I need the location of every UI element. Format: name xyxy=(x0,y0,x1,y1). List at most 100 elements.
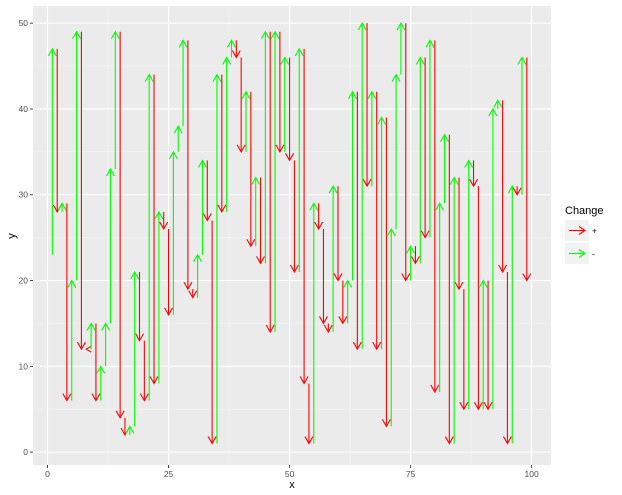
arrow xyxy=(469,160,479,188)
arrow-head xyxy=(483,401,493,411)
arrow xyxy=(483,280,493,411)
arrow-head xyxy=(381,419,391,428)
arrow xyxy=(289,160,299,274)
arrow xyxy=(260,30,270,264)
arrow xyxy=(227,39,236,58)
arrow xyxy=(464,159,474,410)
arrow-head xyxy=(246,238,256,248)
x-tick-label: 0 xyxy=(45,469,50,479)
legend-title: Change xyxy=(565,205,604,217)
x-tick-label: 50 xyxy=(285,469,295,479)
arrow xyxy=(85,345,92,353)
x-tick-label: 75 xyxy=(406,469,416,479)
arrow xyxy=(101,322,111,367)
arrow-head xyxy=(125,425,135,434)
arrow-head xyxy=(222,56,232,65)
arrow-head xyxy=(459,401,469,411)
arrow xyxy=(377,116,387,350)
arrow-head xyxy=(415,56,425,65)
arrow xyxy=(67,279,77,401)
arrow-head xyxy=(444,436,454,445)
arrow-head xyxy=(377,116,387,125)
arrow-head xyxy=(318,316,328,325)
arrow-head xyxy=(473,401,483,411)
arrow xyxy=(202,160,212,222)
arrow xyxy=(275,31,285,153)
arrow-head xyxy=(323,324,333,334)
legend: Change +- xyxy=(565,205,604,264)
arrow-head xyxy=(498,264,508,274)
arrow-head xyxy=(231,50,241,59)
arrow xyxy=(183,40,193,291)
arrow xyxy=(381,117,391,428)
y-axis-title: y xyxy=(6,233,18,239)
arrow-head xyxy=(47,47,57,57)
arrow-head xyxy=(217,204,227,214)
arrow xyxy=(440,133,449,204)
arrow xyxy=(96,365,106,401)
arrow xyxy=(115,31,125,419)
arrow-head xyxy=(62,393,72,402)
arrow xyxy=(396,22,406,75)
arrow-head xyxy=(130,270,140,280)
arrow-head xyxy=(406,245,416,254)
arrow-head xyxy=(159,221,169,231)
x-tick-label: 100 xyxy=(525,469,539,479)
arrow-head xyxy=(488,107,498,117)
y-tick-label: 50 xyxy=(19,18,29,28)
arrow-head xyxy=(202,213,212,222)
arrow xyxy=(328,185,338,333)
arrow-head xyxy=(236,144,246,153)
arrow xyxy=(498,100,508,274)
arrow-head xyxy=(207,436,217,445)
arrow xyxy=(212,73,222,444)
arrow-head xyxy=(328,185,338,194)
arrow-head xyxy=(391,73,401,82)
arrow xyxy=(294,47,304,272)
arrow-head xyxy=(357,22,367,31)
arrow xyxy=(197,159,207,255)
arrow-head xyxy=(154,210,164,220)
arrow xyxy=(410,246,420,265)
y-tick-label: 20 xyxy=(19,276,29,286)
arrow xyxy=(493,99,503,109)
arrow-head xyxy=(309,202,319,211)
arrow xyxy=(62,203,72,402)
arrow xyxy=(522,57,532,282)
arrow-head xyxy=(449,176,459,185)
arrow-head xyxy=(76,341,86,351)
arrow-head xyxy=(275,144,285,153)
arrow xyxy=(72,30,82,281)
arrow xyxy=(139,340,149,402)
arrow xyxy=(135,271,144,342)
arrow-head xyxy=(362,178,372,188)
arrow xyxy=(222,56,232,212)
arrow-head xyxy=(135,333,144,342)
arrow xyxy=(91,323,101,402)
arrow-head xyxy=(469,178,479,188)
arrow xyxy=(125,425,135,435)
arrow xyxy=(159,211,169,231)
arrow-head xyxy=(522,273,532,282)
arrow-head xyxy=(91,393,101,402)
arrow xyxy=(444,134,454,445)
panel-background xyxy=(33,6,551,465)
arrow-head xyxy=(493,99,503,108)
arrow-head xyxy=(86,322,96,331)
arrow xyxy=(256,177,266,265)
arrow-head xyxy=(173,125,183,134)
legend-key: + xyxy=(565,220,597,241)
arrow-head xyxy=(502,436,512,445)
arrow-head xyxy=(352,341,362,351)
x-axis-title: x xyxy=(289,479,295,491)
arrow-head xyxy=(294,47,304,57)
arrow xyxy=(265,31,275,334)
arrow xyxy=(449,176,459,444)
arrow-head xyxy=(85,345,92,353)
arrow xyxy=(420,57,430,239)
arrow xyxy=(193,253,203,298)
arrow-head xyxy=(183,281,193,291)
y-tick-label: 10 xyxy=(19,361,29,371)
arrow xyxy=(406,245,416,281)
